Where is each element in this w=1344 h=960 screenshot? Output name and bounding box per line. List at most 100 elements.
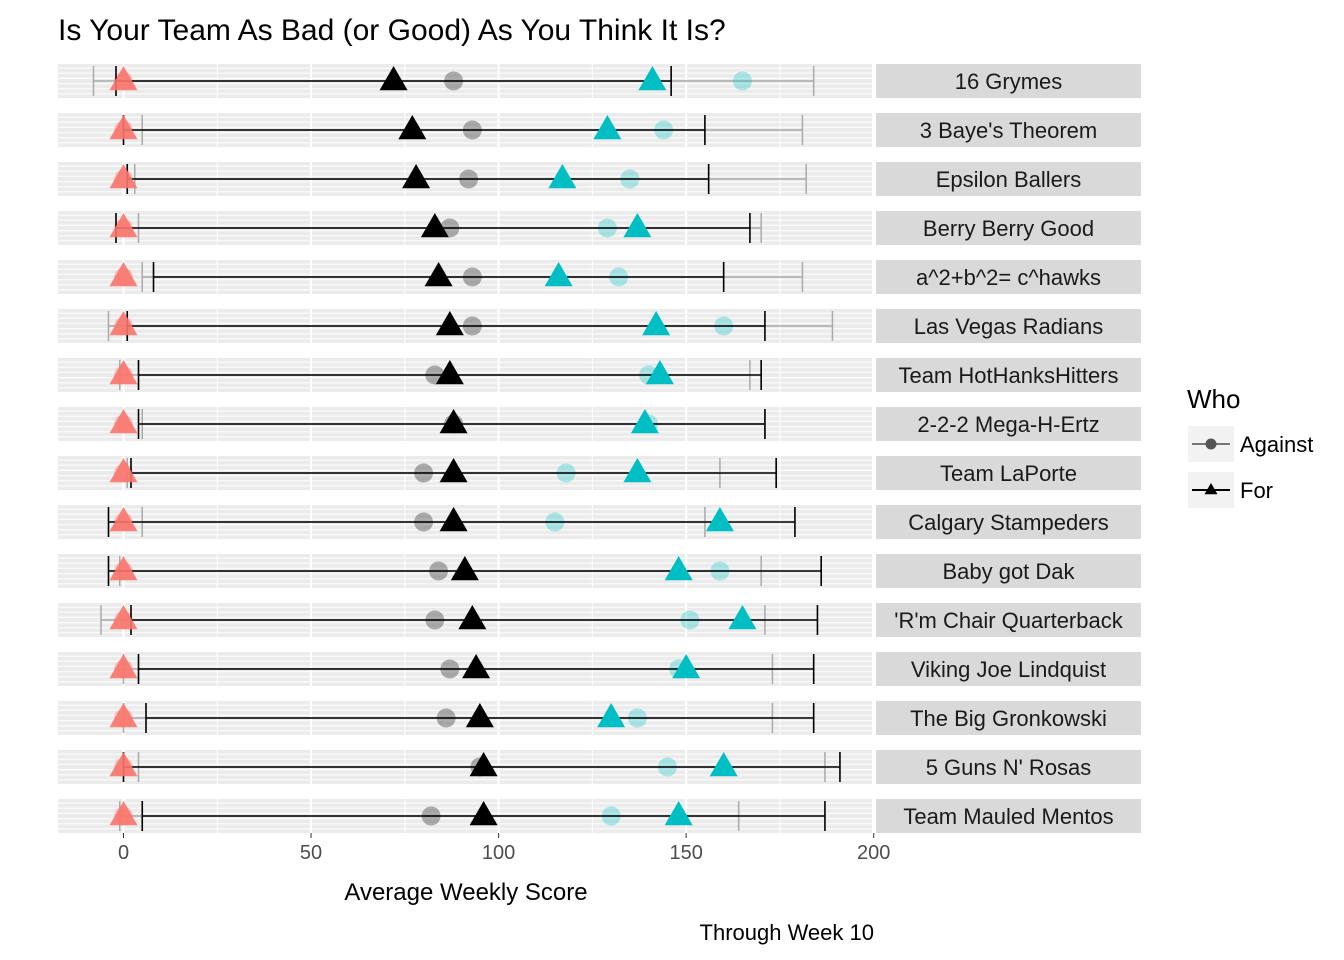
facet-strip-label: The Big Gronkowski (910, 706, 1107, 731)
for-high-point (672, 653, 701, 679)
facet-strip-label: Calgary Stampeders (908, 510, 1109, 535)
for-low-point (109, 261, 138, 287)
for-mean-point (435, 359, 464, 385)
chart-title: Is Your Team As Bad (or Good) As You Thi… (58, 14, 726, 47)
for-high-point (630, 408, 659, 434)
for-high-point (623, 212, 652, 238)
for-low-point (109, 604, 138, 630)
legend-key-triangle (1204, 483, 1218, 495)
legend-entry-for: For (1188, 472, 1273, 508)
facet-strip (876, 456, 1141, 490)
for-high-point (548, 163, 577, 189)
for-high-point (597, 702, 626, 728)
for-mean-point (424, 261, 453, 287)
for-low-point (109, 65, 138, 91)
facet-strip-label: Las Vegas Radians (914, 314, 1104, 339)
for-mean-point (439, 457, 468, 483)
for-mean-point (458, 604, 487, 630)
x-axis: 0 50 100 150 200 (118, 833, 890, 864)
for-low-point (109, 310, 138, 336)
team-panel: Baby got Dak (58, 554, 1141, 588)
against-high-point (732, 71, 752, 91)
panels: 16 Grymes 3 Baye's Theorem Epsilon Ballers… (58, 64, 1141, 833)
facet-strip (876, 162, 1141, 196)
facet-strip-label: Berry Berry Good (923, 216, 1094, 241)
facet-strip (876, 505, 1141, 539)
facet-strip-label: 16 Grymes (955, 69, 1063, 94)
facet-strip-label: Epsilon Ballers (936, 167, 1082, 192)
team-panel: Epsilon Ballers (58, 162, 1141, 196)
for-high-point (664, 800, 693, 826)
for-high-point (638, 65, 667, 91)
for-low-point (109, 359, 138, 385)
x-tick-label: 50 (300, 842, 322, 864)
for-low-point (109, 653, 138, 679)
for-mean-point (450, 555, 479, 581)
facet-strip-label: a^2+b^2= c^hawks (916, 265, 1101, 290)
team-panel: Las Vegas Radians (58, 309, 1141, 343)
for-mean-point (435, 310, 464, 336)
facet-strip (876, 652, 1141, 686)
team-panel: 5 Guns N' Rosas (58, 750, 1141, 784)
for-mean-point (462, 653, 491, 679)
facet-strip-label: 3 Baye's Theorem (920, 118, 1097, 143)
for-mean-point (439, 408, 468, 434)
for-mean-point (469, 800, 498, 826)
legend-label: Against (1240, 432, 1313, 457)
for-high-point (728, 604, 757, 630)
legend-key-circle (1205, 438, 1217, 450)
for-low-point (109, 702, 138, 728)
for-mean-point (402, 163, 431, 189)
team-panel: Team Mauled Mentos (58, 799, 1141, 833)
x-tick-label: 0 (118, 842, 129, 864)
facet-strip (876, 407, 1141, 441)
facet-strip-label: 'R'm Chair Quarterback (894, 608, 1123, 633)
facet-strip-label: Team LaPorte (940, 461, 1077, 486)
for-high-point (705, 506, 734, 532)
for-mean-point (469, 751, 498, 777)
team-panel: Team LaPorte (58, 456, 1141, 490)
for-low-point (109, 163, 138, 189)
legend-title: Who (1187, 384, 1240, 414)
facet-strip (876, 554, 1141, 588)
facet-strip (876, 260, 1141, 294)
facet-strip (876, 750, 1141, 784)
facet-strip (876, 358, 1141, 392)
for-mean-point (465, 702, 494, 728)
for-mean-point (379, 65, 408, 91)
facet-strip (876, 211, 1141, 245)
team-panel: a^2+b^2= c^hawks (58, 260, 1141, 294)
facet-strip-label: Team Mauled Mentos (903, 804, 1113, 829)
team-panel: Calgary Stampeders (58, 505, 1141, 539)
caption: Through Week 10 (700, 920, 874, 945)
team-panel: The Big Gronkowski (58, 701, 1141, 735)
for-low-point (109, 114, 138, 140)
x-tick-label: 200 (857, 842, 890, 864)
for-low-point (109, 212, 138, 238)
for-low-point (109, 555, 138, 581)
legend: Who Against For (1187, 384, 1313, 508)
x-axis-label: Average Weekly Score (344, 879, 587, 906)
for-high-point (645, 359, 674, 385)
for-low-point (109, 457, 138, 483)
facet-strip-label: Team HotHanksHitters (898, 363, 1118, 388)
for-high-point (642, 310, 671, 336)
facet-strip (876, 309, 1141, 343)
facet-strip-label: Viking Joe Lindquist (911, 657, 1106, 682)
for-low-point (109, 800, 138, 826)
facet-strip (876, 113, 1141, 147)
facet-strip (876, 799, 1141, 833)
facet-strip-label: 2-2-2 Mega-H-Ertz (917, 412, 1099, 437)
team-panel: 'R'm Chair Quarterback (58, 603, 1141, 637)
team-panel: Berry Berry Good (58, 211, 1141, 245)
facet-strip-label: 5 Guns N' Rosas (926, 755, 1092, 780)
team-panel: 2-2-2 Mega-H-Ertz (58, 407, 1141, 441)
x-tick-label: 100 (482, 842, 515, 864)
facet-strip-label: Baby got Dak (942, 559, 1075, 584)
facet-strip (876, 701, 1141, 735)
team-panel: Team HotHanksHitters (58, 358, 1141, 392)
for-high-point (623, 457, 652, 483)
facet-strip (876, 64, 1141, 98)
for-low-point (109, 408, 138, 434)
